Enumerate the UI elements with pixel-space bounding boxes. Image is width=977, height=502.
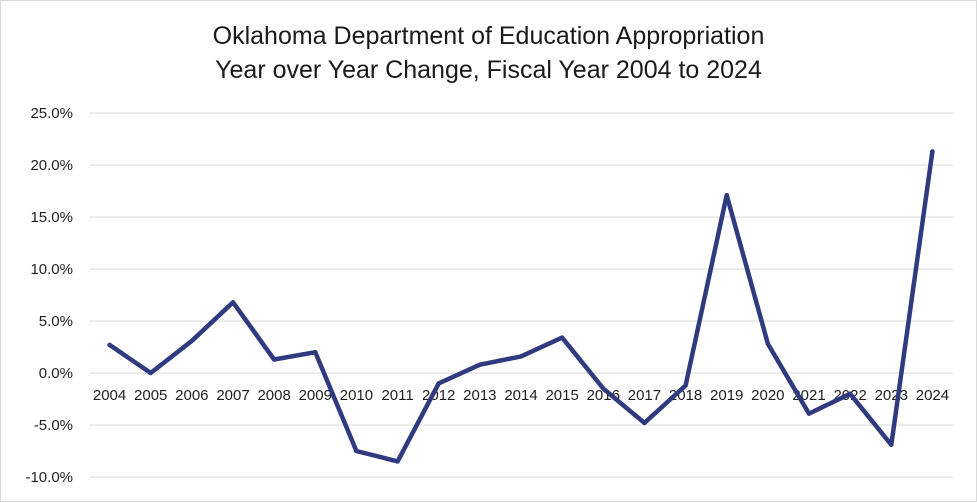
y-tick-label: -10.0% [25, 469, 73, 486]
y-tick-label: -5.0% [34, 417, 73, 434]
x-tick-label: 2007 [216, 387, 249, 404]
data-point [354, 448, 359, 454]
data-point [436, 381, 441, 386]
data-point [889, 442, 894, 447]
x-tick-label: 2020 [751, 387, 784, 404]
x-tick-label: 2010 [340, 387, 373, 404]
data-point [724, 192, 729, 198]
data-point [148, 370, 153, 376]
y-tick-label: 5.0% [39, 313, 73, 330]
x-tick-label: 2017 [628, 387, 661, 404]
chart-title-line-1: Oklahoma Department of Education Appropr… [212, 22, 765, 50]
x-tick-label: 2009 [299, 387, 332, 404]
data-point [477, 362, 483, 367]
data-point [683, 383, 688, 388]
x-tick-label: 2006 [175, 387, 208, 404]
x-tick-label: 2004 [93, 387, 126, 404]
x-tick-label: 2005 [134, 387, 167, 404]
data-point [930, 149, 935, 154]
y-tick-label: 10.0% [30, 261, 73, 278]
x-tick-label: 2024 [916, 387, 949, 404]
y-tick-label: 20.0% [30, 157, 73, 174]
data-point [518, 354, 524, 359]
data-point [806, 411, 812, 416]
data-point [395, 459, 400, 464]
x-tick-label: 2013 [463, 387, 496, 404]
y-tick-label: 15.0% [30, 209, 73, 226]
x-tick-label: 2008 [257, 387, 290, 404]
x-tick-label: 2015 [545, 387, 578, 404]
x-tick-label: 2019 [710, 387, 743, 404]
x-tick-label: 2023 [875, 387, 908, 404]
data-point [765, 341, 771, 347]
data-point [559, 335, 565, 340]
data-point [230, 300, 236, 305]
data-point [642, 420, 647, 426]
data-point [189, 338, 195, 343]
chart-title: Oklahoma Department of Education Appropr… [1, 19, 976, 87]
data-point [271, 357, 277, 362]
data-point [313, 350, 318, 355]
chart-title-line-2: Year over Year Change, Fiscal Year 2004 … [215, 56, 762, 84]
data-point [107, 342, 112, 348]
y-tick-label: 0.0% [39, 365, 73, 382]
x-tick-label: 2011 [381, 387, 413, 404]
data-point [847, 391, 853, 396]
data-point [601, 386, 606, 391]
x-tick-label: 2014 [504, 387, 537, 404]
x-tick-label: 2016 [587, 387, 620, 404]
y-tick-label: 25.0% [30, 105, 73, 122]
